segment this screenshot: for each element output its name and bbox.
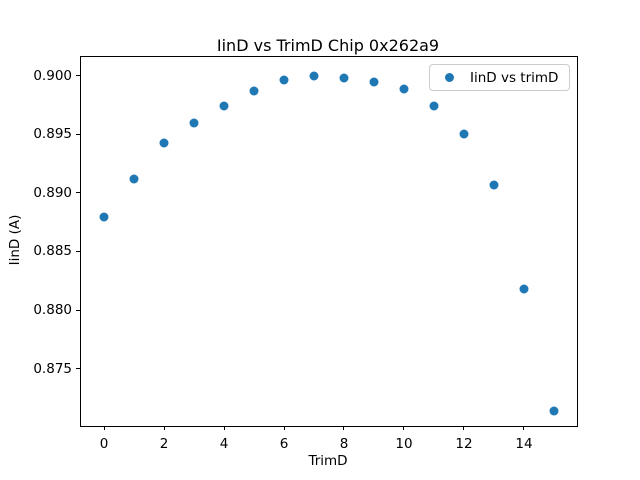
y-tick-label: 0.885 — [33, 243, 72, 260]
y-tick-label: 0.875 — [33, 360, 72, 377]
x-tick — [523, 426, 525, 430]
x-tick-label: 8 — [339, 436, 349, 452]
data-point — [549, 406, 559, 416]
data-point — [189, 118, 199, 128]
x-tick — [223, 426, 225, 430]
x-tick-label: 12 — [455, 436, 473, 452]
y-tick-label: 0.895 — [33, 126, 72, 143]
y-tick-label: 0.880 — [33, 302, 72, 319]
y-tick — [76, 368, 80, 370]
data-point — [339, 73, 349, 83]
legend: IinD vs trimD — [429, 64, 570, 91]
data-point — [249, 86, 259, 96]
x-tick — [163, 426, 165, 430]
x-tick-label: 6 — [279, 436, 289, 452]
data-point — [159, 138, 169, 147]
data-point — [519, 284, 529, 294]
data-point — [369, 77, 379, 87]
y-tick — [76, 309, 80, 311]
plot-area: IinD vs trimD 0 2 4 6 8 10 12 14 0.875 0.880 0.885… — [33, 56, 578, 452]
y-tick — [76, 192, 80, 194]
y-tick — [76, 133, 80, 135]
y-tick-label: 0.890 — [33, 184, 72, 201]
data-point — [129, 174, 139, 184]
data-point — [489, 180, 499, 190]
legend-label: IinD vs trimD — [470, 69, 559, 86]
y-tick — [76, 75, 80, 77]
x-tick-label: 10 — [395, 436, 413, 452]
x-tick — [103, 426, 105, 430]
x-tick — [343, 426, 345, 430]
x-tick-label: 14 — [515, 436, 533, 452]
x-tick — [403, 426, 405, 430]
y-tick-label: 0.900 — [33, 67, 72, 84]
data-point — [99, 212, 109, 222]
data-point — [399, 84, 409, 94]
y-tick — [76, 250, 80, 252]
data-point — [309, 71, 319, 81]
data-point — [279, 75, 289, 85]
x-tick — [283, 426, 285, 430]
x-tick-label: 0 — [99, 436, 109, 452]
x-tick — [463, 426, 465, 430]
data-point — [219, 101, 229, 111]
x-tick-label: 2 — [159, 436, 169, 452]
data-point — [459, 129, 469, 139]
x-axis-label: TrimD — [308, 453, 348, 469]
x-tick-label: 4 — [219, 436, 229, 452]
legend-marker-dot — [445, 73, 454, 82]
y-axis-label: IinD (A) — [7, 214, 23, 266]
chart-title: IinD vs TrimD Chip 0x262a9 — [216, 36, 440, 55]
data-point — [429, 101, 439, 111]
